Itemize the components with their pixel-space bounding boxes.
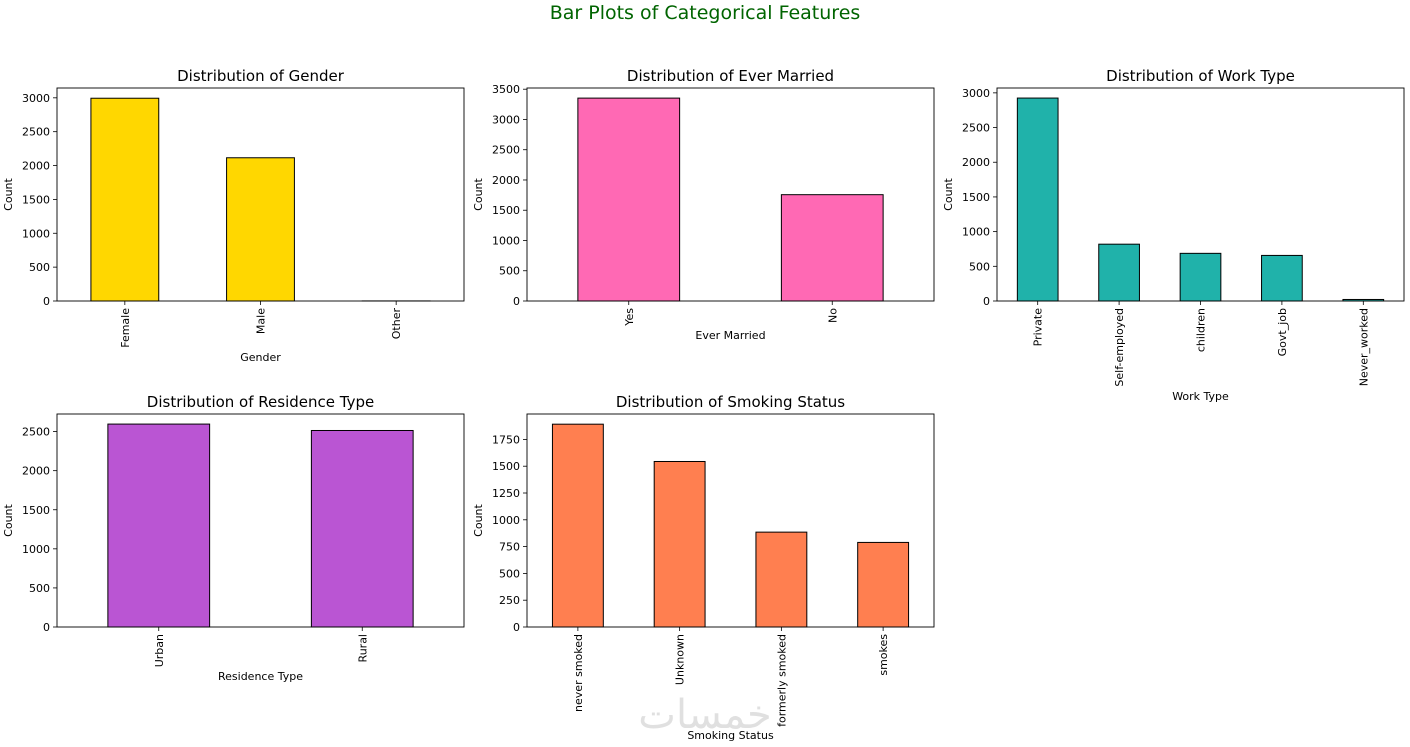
y-tick-label: 500 bbox=[499, 567, 520, 580]
y-tick-label: 2500 bbox=[492, 144, 520, 157]
x-tick-label: children bbox=[1195, 308, 1208, 352]
subplot-title: Distribution of Residence Type bbox=[147, 393, 374, 411]
bar-govt-job bbox=[1261, 254, 1303, 302]
x-tick-label: Private bbox=[1032, 308, 1045, 347]
subplot-title: Distribution of Work Type bbox=[1106, 67, 1295, 85]
bar-no bbox=[780, 194, 884, 302]
x-tick-label: No bbox=[826, 308, 839, 323]
x-tick-label: Rural bbox=[356, 634, 369, 662]
y-tick-label: 0 bbox=[43, 295, 50, 308]
x-tick-label: Urban bbox=[153, 634, 166, 667]
y-tick-label: 1000 bbox=[22, 227, 50, 240]
x-tick-label: Male bbox=[255, 308, 268, 334]
x-tick-label: Govt_job bbox=[1276, 308, 1289, 356]
subplot-5: Distribution of Smoking Status never smok… bbox=[472, 393, 935, 742]
y-tick-label: 1000 bbox=[962, 226, 990, 239]
y-tick-label: 750 bbox=[499, 541, 520, 554]
y-tick-label: 2000 bbox=[22, 160, 50, 173]
subplot-title: Distribution of Smoking Status bbox=[616, 393, 845, 411]
y-tick-label: 2500 bbox=[22, 126, 50, 139]
x-tick-label: Never_worked bbox=[1357, 308, 1370, 386]
y-tick-label: 0 bbox=[43, 621, 50, 634]
subplot-3: Distribution of Work Type Private Self-emp… bbox=[942, 67, 1405, 403]
y-axis-label: Count bbox=[472, 177, 485, 210]
bar-yes bbox=[577, 97, 681, 302]
axes-frame bbox=[526, 87, 935, 302]
watermark-logo: خمسات bbox=[638, 692, 771, 738]
y-tick-label: 3500 bbox=[492, 83, 520, 96]
axes-frame bbox=[56, 87, 465, 302]
bar-self-employed bbox=[1098, 243, 1140, 302]
y-tick-label: 2000 bbox=[22, 465, 50, 478]
axes-frame bbox=[996, 87, 1405, 302]
bar-unknown bbox=[653, 460, 706, 628]
bar-formerly-smoked bbox=[755, 531, 808, 628]
axes-frame bbox=[526, 413, 935, 628]
x-tick-label: never smoked bbox=[572, 634, 585, 712]
x-axis-label: Residence Type bbox=[218, 670, 303, 683]
y-tick-label: 1500 bbox=[492, 460, 520, 473]
bar-male bbox=[226, 157, 295, 302]
y-tick-label: 0 bbox=[983, 295, 990, 308]
x-tick-label: formerly smoked bbox=[775, 634, 788, 727]
y-tick-label: 2000 bbox=[962, 156, 990, 169]
y-tick-label: 3000 bbox=[492, 113, 520, 126]
x-tick-label: smokes bbox=[877, 634, 890, 676]
y-tick-label: 2500 bbox=[22, 426, 50, 439]
y-tick-label: 1500 bbox=[22, 193, 50, 206]
y-tick-label: 500 bbox=[499, 265, 520, 278]
bar-private bbox=[1016, 97, 1059, 302]
x-tick-label: Self-employed bbox=[1113, 308, 1126, 387]
y-axis-label: Count bbox=[472, 503, 485, 536]
y-tick-label: 3000 bbox=[22, 92, 50, 105]
figure-suptitle: Bar Plots of Categorical Features bbox=[550, 2, 861, 24]
subplot-1: Distribution of Gender Female Male Other 0 50… bbox=[2, 67, 465, 364]
bar-urban bbox=[107, 423, 211, 628]
bar-rural bbox=[310, 429, 414, 628]
y-tick-label: 1000 bbox=[492, 514, 520, 527]
x-tick-label: Female bbox=[119, 308, 132, 348]
y-tick-label: 1000 bbox=[492, 234, 520, 247]
plots-area: Distribution of Gender Female Male Other 0 50… bbox=[2, 67, 1405, 742]
subplot-2: Distribution of Ever Married Yes No 0 500 100… bbox=[472, 67, 935, 342]
y-tick-label: 500 bbox=[29, 582, 50, 595]
x-tick-label: Yes bbox=[623, 308, 636, 327]
y-tick-label: 1000 bbox=[22, 543, 50, 556]
x-axis-label: Work Type bbox=[1172, 390, 1229, 403]
subplot-title: Distribution of Ever Married bbox=[627, 67, 834, 85]
y-tick-label: 3000 bbox=[962, 87, 990, 100]
y-tick-label: 500 bbox=[29, 261, 50, 274]
y-axis-label: Count bbox=[942, 177, 955, 210]
x-tick-label: Unknown bbox=[674, 634, 687, 685]
y-tick-label: 0 bbox=[513, 621, 520, 634]
y-tick-label: 1250 bbox=[492, 487, 520, 500]
bar-never-smoked bbox=[551, 423, 604, 628]
y-tick-label: 500 bbox=[969, 260, 990, 273]
x-axis-label: Smoking Status bbox=[687, 729, 774, 742]
x-tick-label: Other bbox=[390, 308, 403, 340]
x-axis-label: Gender bbox=[240, 351, 281, 364]
y-tick-label: 1500 bbox=[962, 191, 990, 204]
axes-frame bbox=[56, 413, 465, 628]
bar-smokes bbox=[857, 541, 910, 628]
y-tick-label: 1750 bbox=[492, 433, 520, 446]
y-tick-label: 250 bbox=[499, 594, 520, 607]
subplot-title: Distribution of Gender bbox=[177, 67, 345, 85]
y-tick-label: 1500 bbox=[22, 504, 50, 517]
y-tick-label: 2000 bbox=[492, 174, 520, 187]
y-tick-label: 2500 bbox=[962, 122, 990, 135]
y-tick-label: 0 bbox=[513, 295, 520, 308]
y-tick-label: 1500 bbox=[492, 204, 520, 217]
y-axis-label: Count bbox=[2, 503, 15, 536]
bar-female bbox=[90, 97, 160, 302]
subplot-4: Distribution of Residence Type Urban Rural… bbox=[2, 393, 465, 683]
y-axis-label: Count bbox=[2, 177, 15, 210]
bar-children bbox=[1179, 252, 1222, 302]
x-axis-label: Ever Married bbox=[695, 329, 765, 342]
